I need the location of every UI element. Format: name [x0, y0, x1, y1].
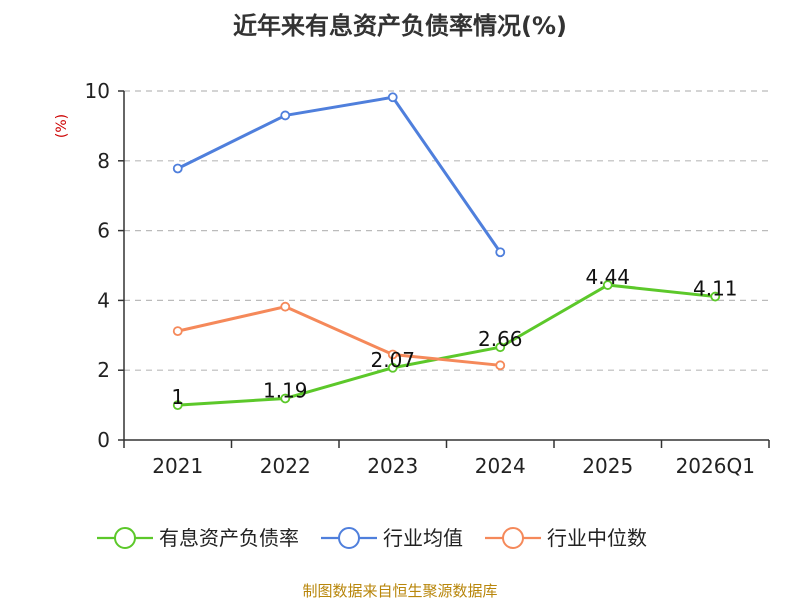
y-tick-label: 10: [85, 79, 110, 103]
y-tick-label: 0: [97, 428, 110, 452]
data-point: [387, 362, 398, 373]
data-point: [172, 163, 183, 174]
x-tick-label: 2026Q1: [676, 454, 755, 478]
legend-label: 行业中位数: [547, 526, 647, 550]
legend-item: 行业均值: [321, 526, 463, 550]
data-labels: 1 1.19 2.07 2.66 4.44 4.11: [171, 265, 737, 409]
data-point: [280, 301, 291, 312]
data-point: [172, 400, 183, 411]
data-label: 4.11: [693, 277, 738, 301]
legend-label: 行业均值: [383, 526, 463, 550]
y-tick-label: 2: [97, 358, 110, 382]
legend-item: 有息资产负债率: [97, 526, 299, 550]
y-tick-label: 6: [97, 219, 110, 243]
y-tick-label: 8: [97, 149, 110, 173]
data-point: [172, 326, 183, 337]
gridlines: [124, 90, 769, 371]
series-lines: [172, 92, 721, 411]
data-label: 2.66: [478, 327, 523, 351]
data-label: 1: [171, 385, 184, 409]
legend-marker: [502, 527, 524, 549]
data-point: [387, 349, 398, 360]
data-point: [280, 110, 291, 121]
source-note: 制图数据来自恒生聚源数据库: [302, 582, 497, 600]
data-point: [495, 360, 506, 371]
legend-item: 行业中位数: [485, 526, 647, 550]
legend-label: 有息资产负债率: [159, 526, 299, 550]
data-point: [280, 393, 291, 404]
series-line: [177, 95, 502, 254]
x-tick-label: 2021: [152, 454, 203, 478]
data-point: [495, 247, 506, 258]
data-point: [710, 291, 721, 302]
x-tick-label: 2025: [582, 454, 633, 478]
x-tick-label: 2022: [260, 454, 311, 478]
data-point: [602, 280, 613, 290]
data-point: [387, 92, 398, 103]
x-tick-label: 2024: [475, 454, 526, 478]
data-point: [495, 342, 506, 353]
data-label: 2.07: [370, 348, 415, 372]
chart-title: 近年来有息资产负债率情况(%): [233, 12, 567, 40]
x-tick-label: 2023: [367, 454, 418, 478]
series-line: [177, 305, 501, 367]
legend-marker: [114, 527, 136, 549]
series-line: [177, 283, 716, 407]
y-axis-label: (%): [54, 114, 70, 138]
y-tick-label: 4: [97, 288, 110, 312]
data-label: 1.19: [263, 378, 308, 402]
legend: 有息资产负债率 行业均值 行业中位数: [97, 526, 647, 550]
data-label: 4.44: [585, 265, 630, 289]
legend-marker: [338, 527, 360, 549]
axes: 0 2 4 6 8 10 2021 2022 2023 2024 2025 2026Q1: [85, 79, 770, 478]
